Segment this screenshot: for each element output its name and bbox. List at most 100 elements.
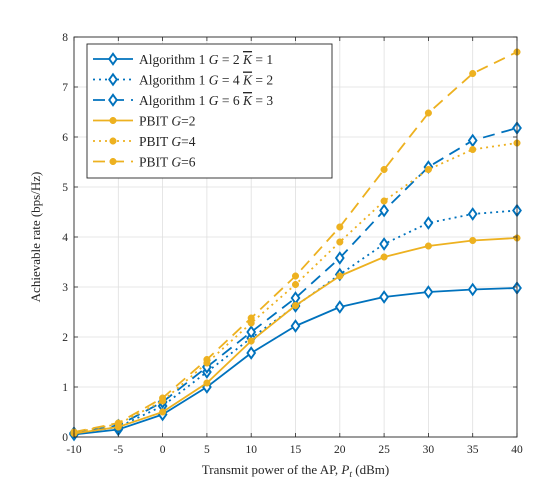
legend-label: Algorithm 1 G = 4 K = 2	[139, 73, 273, 88]
legend-label-part: =2	[181, 114, 195, 129]
legend-label-part: K	[242, 52, 253, 67]
x-axis-label-suffix: (dBm)	[352, 462, 389, 477]
legend-box	[86, 43, 333, 179]
legend-item: PBIT G=4	[93, 134, 196, 149]
legend-label-part: PBIT	[139, 155, 171, 170]
data-point	[290, 319, 301, 333]
y-axis-label: Achievable rate (bps/Hz)	[28, 172, 43, 303]
data-point	[247, 337, 255, 345]
axes: -10 -5 0 5 10 15 20 25 30 35 40 0 1 2 3 4 5 6 7 8	[62, 32, 523, 456]
legend-label-part: G	[209, 73, 219, 88]
legend-label-part: K	[242, 93, 253, 108]
x-axis-label: Transmit power of the AP, Pt (dBm)	[202, 462, 389, 480]
legend-label-part: =6	[181, 155, 196, 170]
data-point	[159, 408, 167, 416]
data-point	[203, 355, 211, 364]
data-point	[380, 253, 388, 261]
data-point	[380, 165, 388, 174]
legend-label-part: = 4	[219, 73, 244, 88]
legend-label-part: PBIT	[139, 134, 171, 149]
data-point	[424, 109, 432, 117]
legend-label-part: G	[209, 93, 219, 108]
data-point	[379, 290, 390, 304]
legend-label-part: = 1	[252, 52, 273, 67]
legend-marker	[109, 116, 117, 125]
data-point	[291, 301, 300, 310]
data-point	[334, 300, 345, 314]
x-tick-label: 30	[423, 444, 435, 456]
x-tick-label: 20	[334, 444, 346, 456]
data-point	[334, 251, 345, 265]
data-point	[380, 197, 388, 205]
legend-item: Algorithm 1 G = 6 K = 3	[93, 93, 273, 108]
x-axis-label-prefix: Transmit power of the AP,	[202, 462, 342, 477]
data-point	[246, 325, 257, 339]
data-point	[291, 280, 300, 289]
legend-label: PBIT G=6	[139, 155, 196, 170]
legend-label: PBIT G=4	[139, 134, 196, 149]
legend-label-part: G	[171, 114, 181, 129]
legend-item: PBIT G=6	[93, 155, 196, 170]
x-tick-label: 10	[245, 444, 257, 456]
legend-item: Algorithm 1 G = 2 K = 1	[93, 52, 273, 67]
data-point	[336, 238, 344, 246]
data-point	[379, 203, 390, 218]
series-line	[73, 209, 518, 435]
series-line	[73, 127, 518, 434]
data-point	[467, 282, 478, 297]
series-layer	[69, 48, 522, 442]
x-axis-label-symbol: P	[340, 462, 349, 477]
y-tick-label: 3	[62, 282, 68, 294]
legend-item: Algorithm 1 G = 4 K = 2	[93, 73, 273, 88]
legend-marker	[109, 137, 117, 145]
legend-label-part: K	[242, 73, 253, 88]
legend-label-part: G	[171, 155, 181, 170]
x-axis-label-subscript: t	[349, 470, 352, 480]
y-tick-label: 5	[62, 182, 68, 194]
legend-label-part: Algorithm 1	[139, 52, 209, 67]
legend-marker	[108, 52, 118, 66]
data-point	[424, 242, 432, 250]
x-tick-label: 15	[290, 444, 302, 456]
data-point	[291, 272, 300, 280]
y-tick-label: 6	[62, 132, 68, 144]
legend-label-part: =4	[181, 134, 196, 149]
legend-label: Algorithm 1 G = 2 K = 1	[139, 52, 273, 67]
legend-label: Algorithm 1 G = 6 K = 3	[139, 93, 273, 108]
data-point	[423, 216, 434, 230]
legend-label: PBIT G=2	[139, 114, 196, 129]
data-point	[159, 394, 167, 402]
data-point	[203, 379, 211, 387]
legend-marker	[108, 93, 118, 107]
legend-label-part: = 3	[252, 93, 273, 108]
data-point	[247, 314, 255, 322]
x-tick-label: 40	[511, 444, 523, 456]
data-point	[467, 133, 478, 148]
legend-label-part: Algorithm 1	[139, 93, 209, 108]
data-point	[424, 165, 432, 174]
legend-item: PBIT G=2	[93, 114, 196, 129]
x-tick-label: -10	[66, 444, 82, 456]
data-point	[336, 272, 344, 280]
data-point	[469, 236, 477, 245]
legend-label-part: Algorithm 1	[139, 73, 209, 88]
legend-label-part: PBIT	[139, 114, 171, 129]
legend-label-part: G	[209, 52, 219, 67]
data-point	[246, 346, 257, 360]
data-point	[336, 223, 344, 231]
y-tick-label: 7	[62, 82, 68, 94]
data-point	[379, 237, 390, 251]
legend-label-part: = 6	[219, 93, 244, 108]
data-point	[469, 145, 477, 154]
legend-label-part: G	[171, 134, 181, 149]
x-tick-label: -5	[114, 444, 124, 456]
y-tick-label: 4	[62, 232, 68, 244]
legend-marker	[108, 72, 118, 87]
y-tick-label: 8	[62, 32, 68, 44]
y-tick-label: 1	[62, 382, 68, 394]
x-tick-label: 0	[160, 444, 166, 456]
data-point	[467, 207, 478, 221]
legend-label-part: = 2	[219, 52, 244, 67]
